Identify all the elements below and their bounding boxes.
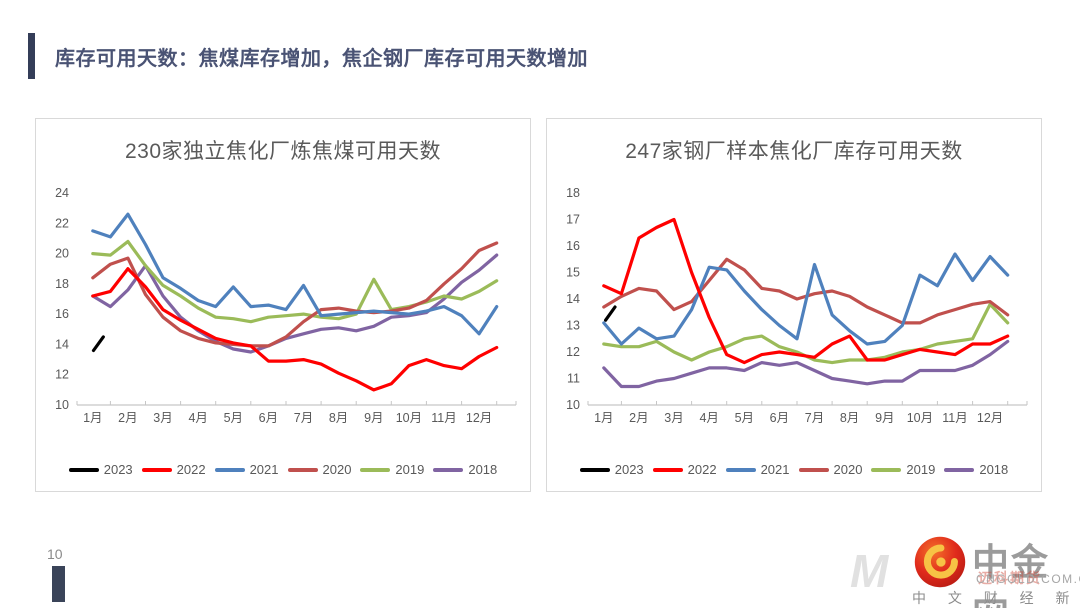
page-title: 库存可用天数：焦煤库存增加，焦企钢厂库存可用天数增加 <box>55 47 588 70</box>
watermark-red-text: 迈科期货 <box>978 570 1042 586</box>
legend-swatch <box>68 467 99 472</box>
legend-label: 2018 <box>979 462 1009 477</box>
svg-text:5月: 5月 <box>735 411 754 425</box>
legend-item-2022: 2022 <box>141 462 206 477</box>
legend-item-2018: 2018 <box>433 462 497 477</box>
legend-item-2021: 2021 <box>725 462 790 477</box>
svg-text:3月: 3月 <box>153 411 172 425</box>
legend-label: 2020 <box>322 462 352 477</box>
logo-domain: CNGOLD.COM.CN <box>976 572 1080 586</box>
chart-card-steel-mills: 247家钢厂样本焦化厂库存可用天数 10 11 12 13 14 15 16 17 18 1月 2月… <box>546 118 1042 492</box>
svg-text:2月: 2月 <box>118 411 137 425</box>
chart-title-right: 247家钢厂样本焦化厂库存可用天数 <box>625 140 963 163</box>
svg-text:4月: 4月 <box>188 411 207 425</box>
logo-tagline: 中 文 财 经 新 媒 体 <box>912 590 1080 606</box>
svg-text:24: 24 <box>55 186 69 200</box>
legend-swatch <box>944 467 975 472</box>
legend-swatch <box>360 467 391 472</box>
chart-legend-left: 2023 2022 2021 2020 2019 2018 <box>36 462 530 477</box>
svg-text:3月: 3月 <box>664 411 683 425</box>
svg-text:16: 16 <box>55 307 69 321</box>
svg-text:8月: 8月 <box>329 411 348 425</box>
svg-text:17: 17 <box>566 213 580 227</box>
svg-text:1月: 1月 <box>83 411 102 425</box>
slide-header: 库存可用天数：焦煤库存增加，焦企钢厂库存可用天数增加 <box>28 33 588 79</box>
svg-text:20: 20 <box>55 247 69 261</box>
legend-label: 2022 <box>687 462 717 477</box>
page-number: 10 <box>47 546 63 562</box>
svg-text:8月: 8月 <box>840 411 859 425</box>
svg-text:7月: 7月 <box>805 411 824 425</box>
svg-text:12: 12 <box>566 345 580 359</box>
chart-legend-right: 2023 2022 2021 2020 2019 2018 <box>547 462 1041 477</box>
chart-plot-left: 10 12 14 16 18 20 22 24 1月 2月 3月 4月 5月 6月 7月 8月 9月 10月 11月… <box>43 167 523 435</box>
chart-card-coking-plants: 230家独立焦化厂炼焦煤可用天数 10 12 14 16 18 20 22 24 1月 2月 3月 4… <box>35 118 531 492</box>
svg-text:9月: 9月 <box>875 411 894 425</box>
svg-text:12月: 12月 <box>466 411 492 425</box>
svg-text:11月: 11月 <box>431 411 456 425</box>
legend-label: 2021 <box>760 462 790 477</box>
svg-text:10: 10 <box>566 398 580 412</box>
chart-title-left: 230家独立焦化厂炼焦煤可用天数 <box>124 140 442 163</box>
svg-text:15: 15 <box>566 266 580 280</box>
logo-text: 中金网 <box>972 542 1050 608</box>
legend-label: 2019 <box>906 462 936 477</box>
svg-text:5月: 5月 <box>224 411 243 425</box>
svg-text:18: 18 <box>566 186 580 200</box>
svg-text:14: 14 <box>566 292 580 306</box>
svg-text:4月: 4月 <box>699 411 718 425</box>
svg-text:12: 12 <box>55 368 69 382</box>
svg-text:10月: 10月 <box>396 411 422 425</box>
svg-text:10月: 10月 <box>907 411 933 425</box>
legend-item-2020: 2020 <box>798 462 863 477</box>
svg-text:9月: 9月 <box>364 411 383 425</box>
legend-item-2023: 2023 <box>68 462 133 477</box>
svg-text:1月: 1月 <box>594 411 613 425</box>
legend-swatch <box>579 467 610 472</box>
legend-label: 2022 <box>176 462 206 477</box>
legend-label: 2019 <box>395 462 425 477</box>
legend-item-2019: 2019 <box>360 462 424 477</box>
legend-label: 2023 <box>614 462 644 477</box>
legend-label: 2018 <box>468 462 498 477</box>
legend-swatch <box>433 467 464 472</box>
footer-accent-bar <box>52 566 65 602</box>
legend-swatch <box>871 467 902 472</box>
legend-label: 2023 <box>103 462 133 477</box>
svg-text:13: 13 <box>566 319 580 333</box>
svg-text:18: 18 <box>55 277 69 291</box>
chart-plot-right: 10 11 12 13 14 15 16 17 18 1月 2月 3月 4月 5月 6月 7月 8月 9月 10月 1… <box>554 167 1034 435</box>
legend-swatch <box>725 467 756 472</box>
legend-item-2021: 2021 <box>214 462 279 477</box>
legend-swatch <box>287 467 318 472</box>
svg-text:16: 16 <box>566 239 580 253</box>
line-chart: 10 11 12 13 14 15 16 17 18 1月 2月 3月 4月 5月 6月 7月 8月 9月 10月 1… <box>566 186 1028 425</box>
legend-swatch <box>652 467 683 472</box>
svg-text:22: 22 <box>55 216 69 230</box>
svg-text:14: 14 <box>55 337 69 351</box>
legend-label: 2020 <box>833 462 863 477</box>
cngold-flame-swirl-icon <box>912 534 968 590</box>
legend-label: 2021 <box>249 462 279 477</box>
legend-item-2019: 2019 <box>871 462 935 477</box>
legend-swatch <box>141 467 172 472</box>
legend-swatch <box>214 467 245 472</box>
legend-swatch <box>798 467 829 472</box>
svg-text:2月: 2月 <box>629 411 648 425</box>
svg-text:6月: 6月 <box>259 411 278 425</box>
svg-text:11: 11 <box>567 372 580 386</box>
svg-text:7月: 7月 <box>294 411 313 425</box>
svg-text:10: 10 <box>55 398 69 412</box>
legend-item-2022: 2022 <box>652 462 717 477</box>
title-accent-bar <box>28 33 35 79</box>
svg-text:12月: 12月 <box>977 411 1003 425</box>
branding-block: M e 中金网 迈科期货 CNGOLD.COM.CN 中 文 财 经 新 媒 体 <box>850 522 1080 608</box>
legend-item-2018: 2018 <box>944 462 1008 477</box>
svg-text:6月: 6月 <box>770 411 789 425</box>
legend-item-2020: 2020 <box>287 462 352 477</box>
svg-text:11月: 11月 <box>942 411 967 425</box>
line-chart: 10 12 14 16 18 20 22 24 1月 2月 3月 4月 5月 6月 7月 8月 9月 10月 11月… <box>55 186 517 425</box>
legend-item-2023: 2023 <box>579 462 644 477</box>
